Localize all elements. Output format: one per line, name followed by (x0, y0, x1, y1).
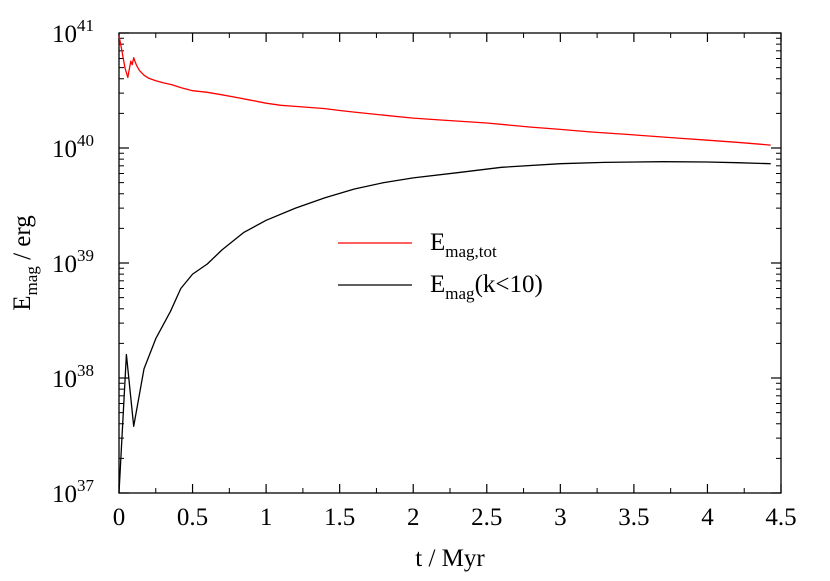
series-line-2 (118, 161, 771, 494)
x-tick-label: 4.5 (765, 504, 796, 531)
x-tick-label: 0 (113, 504, 126, 531)
series-layer (118, 35, 771, 494)
x-tick-label: 1.5 (324, 504, 355, 531)
legend-label-2: Emag(k<10) (430, 271, 543, 303)
series-line-1 (118, 35, 771, 146)
y-tick-label: 1039 (52, 246, 94, 278)
x-tick-label: 3 (554, 504, 567, 531)
x-tick-label: 0.5 (177, 504, 208, 531)
axes: 0 0.5 1 1.5 2 2.5 3 3.5 4 4.5 1037 1038 1039 1040 1041… (9, 16, 797, 572)
legend-label-1: Emag,tot (430, 229, 497, 261)
x-axis-label: t / Myr (415, 545, 485, 572)
x-tick-label: 2.5 (471, 504, 502, 531)
x-tick-label: 1 (260, 504, 273, 531)
y-tick-label: 1037 (52, 476, 95, 508)
legend: Emag,tot Emag(k<10) (338, 229, 543, 303)
y-tick-label: 1038 (52, 361, 94, 393)
x-tick-label: 2 (407, 504, 420, 531)
x-tick-label: 3.5 (618, 504, 649, 531)
y-axis-label: Emag / erg (9, 215, 41, 311)
x-tick-label: 4 (701, 504, 714, 531)
plot-frame (118, 32, 782, 494)
y-tick-label: 1040 (52, 131, 94, 163)
y-tick-label: 1041 (52, 16, 94, 48)
